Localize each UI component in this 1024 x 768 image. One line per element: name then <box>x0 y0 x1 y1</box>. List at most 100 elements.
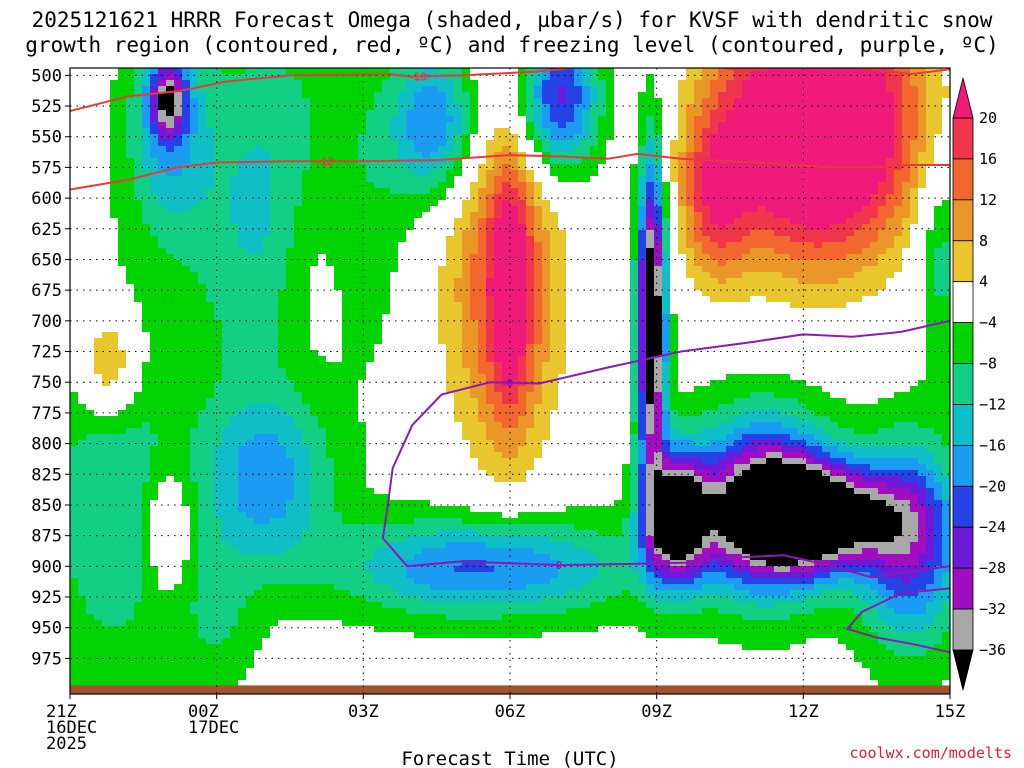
omega-cell <box>166 578 175 585</box>
omega-cell <box>198 578 207 585</box>
omega-cell <box>358 464 367 471</box>
omega-cell <box>326 506 335 513</box>
omega-cell <box>182 536 191 543</box>
omega-cell <box>214 422 223 429</box>
omega-cell <box>254 68 263 75</box>
omega-cell <box>198 638 207 645</box>
omega-cell <box>342 278 351 285</box>
omega-cell <box>230 314 239 321</box>
omega-cell <box>158 344 167 351</box>
omega-cell <box>94 488 103 495</box>
omega-cell <box>134 68 143 75</box>
omega-cell <box>294 338 303 345</box>
omega-cell <box>318 542 327 549</box>
omega-cell <box>286 404 295 411</box>
omega-cell <box>422 374 431 381</box>
omega-cell <box>294 560 303 567</box>
omega-cell <box>102 68 111 75</box>
omega-cell <box>94 296 103 303</box>
omega-cell <box>342 194 351 201</box>
omega-cell <box>414 194 423 201</box>
omega-cell <box>238 338 247 345</box>
omega-cell <box>190 380 199 387</box>
omega-cell <box>254 170 263 177</box>
omega-cell <box>270 626 279 633</box>
omega-cell <box>302 452 311 459</box>
omega-cell <box>294 290 303 297</box>
omega-cell <box>286 530 295 537</box>
omega-cell <box>438 632 447 639</box>
omega-cell <box>158 194 167 201</box>
omega-cell <box>254 482 263 489</box>
omega-cell <box>102 206 111 213</box>
omega-cell <box>310 596 319 603</box>
omega-cell <box>102 218 111 225</box>
omega-cell <box>118 344 127 351</box>
omega-cell <box>94 146 103 153</box>
omega-cell <box>182 170 191 177</box>
omega-cell <box>70 374 79 381</box>
omega-cell <box>174 470 183 477</box>
omega-cell <box>214 314 223 321</box>
omega-cell <box>190 482 199 489</box>
omega-cell <box>286 380 295 387</box>
omega-cell <box>110 236 119 243</box>
omega-cell <box>422 248 431 255</box>
omega-cell <box>358 266 367 273</box>
omega-cell <box>358 272 367 279</box>
omega-cell <box>374 248 383 255</box>
omega-cell <box>406 602 415 609</box>
omega-cell <box>446 230 455 237</box>
omega-cell <box>182 302 191 309</box>
omega-cell <box>390 170 399 177</box>
omega-cell <box>286 464 295 471</box>
omega-cell <box>334 338 343 345</box>
omega-cell <box>222 86 231 93</box>
omega-cell <box>182 464 191 471</box>
omega-cell <box>374 608 383 615</box>
omega-cell <box>326 488 335 495</box>
omega-cell <box>70 98 79 105</box>
omega-cell <box>422 536 431 543</box>
omega-cell <box>286 188 295 195</box>
omega-cell <box>166 86 175 93</box>
omega-cell <box>222 368 231 375</box>
omega-cell <box>134 488 143 495</box>
omega-cell <box>286 422 295 429</box>
omega-cell <box>342 578 351 585</box>
omega-cell <box>238 404 247 411</box>
omega-cell <box>86 338 95 345</box>
omega-cell <box>86 86 95 93</box>
omega-cell <box>238 590 247 597</box>
omega-cell <box>142 122 151 129</box>
omega-cell <box>214 494 223 501</box>
omega-cell <box>286 170 295 177</box>
omega-cell <box>86 458 95 465</box>
omega-cell <box>366 422 375 429</box>
omega-cell <box>150 230 159 237</box>
omega-cell <box>198 74 207 81</box>
omega-cell <box>134 554 143 561</box>
omega-cell <box>142 584 151 591</box>
omega-cell <box>86 152 95 159</box>
omega-cell <box>254 128 263 135</box>
omega-cell <box>110 356 119 363</box>
omega-cell <box>214 92 223 99</box>
omega-cell <box>142 452 151 459</box>
omega-cell <box>350 602 359 609</box>
omega-cell <box>134 326 143 333</box>
omega-cell <box>422 452 431 459</box>
omega-cell <box>246 590 255 597</box>
omega-cell <box>142 308 151 315</box>
omega-cell <box>198 506 207 513</box>
omega-cell <box>166 212 175 219</box>
omega-cell <box>278 488 287 495</box>
omega-cell <box>270 86 279 93</box>
omega-cell <box>366 338 375 345</box>
omega-cell <box>334 110 343 117</box>
omega-cell <box>238 608 247 615</box>
omega-cell <box>422 398 431 405</box>
omega-cell <box>118 308 127 315</box>
omega-cell <box>134 416 143 423</box>
omega-cell <box>310 344 319 351</box>
